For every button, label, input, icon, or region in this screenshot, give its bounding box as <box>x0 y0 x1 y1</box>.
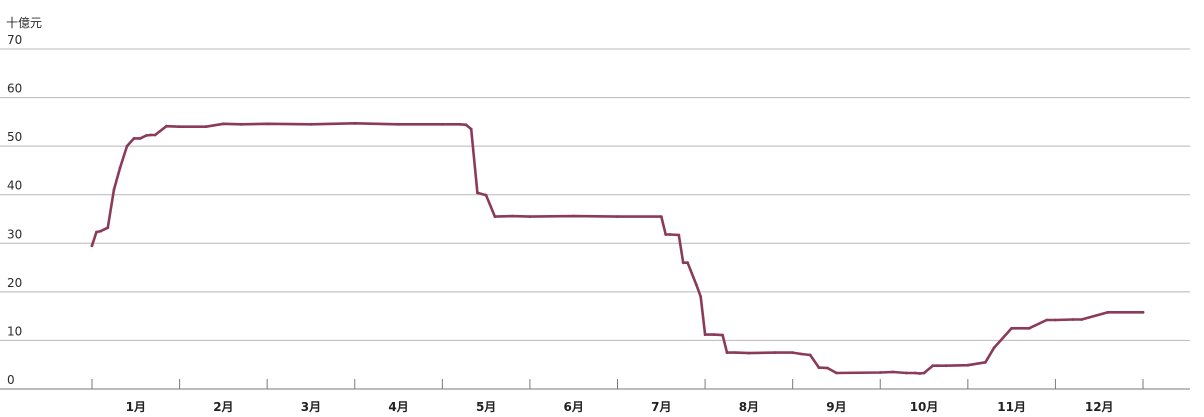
x-tick-label: 3月 <box>301 400 321 414</box>
x-tick-label: 4月 <box>388 400 408 414</box>
data-point <box>966 363 970 367</box>
data-point <box>931 364 935 368</box>
data-point <box>125 144 129 148</box>
data-point <box>144 134 148 137</box>
data-point <box>464 123 468 127</box>
data-point <box>913 371 917 375</box>
x-tick-label: 6月 <box>564 400 584 414</box>
data-point <box>153 133 157 137</box>
data-point <box>664 233 668 236</box>
data-point <box>353 121 357 125</box>
data-point <box>239 122 243 126</box>
data-point <box>90 244 94 248</box>
y-tick-label: 30 <box>7 227 22 241</box>
data-point <box>1010 326 1013 330</box>
data-point <box>484 193 488 197</box>
data-point <box>99 229 103 233</box>
data-point <box>721 333 724 337</box>
x-axis: 1月 2月 3月 4月 5月 6月 7月 8月 9月 10月 11月 12月 <box>91 379 1144 414</box>
data-point <box>138 137 142 140</box>
y-tick-label: 0 <box>7 373 15 387</box>
data-point <box>469 127 473 131</box>
data-point <box>112 188 116 192</box>
data-point <box>397 122 400 126</box>
x-tick-label: 8月 <box>739 400 759 414</box>
y-tick-label: 40 <box>7 179 22 193</box>
y-tick-label: 20 <box>7 276 22 290</box>
data-point <box>178 125 182 129</box>
x-tick-label: 12月 <box>1085 400 1114 414</box>
data-point <box>747 351 751 355</box>
data-point <box>95 230 98 234</box>
data-point <box>668 233 672 236</box>
data-point <box>800 352 803 356</box>
data-point <box>265 122 269 126</box>
y-tick-label: 70 <box>7 33 22 47</box>
x-tick-label: 11月 <box>997 400 1026 414</box>
data-point <box>222 122 225 126</box>
data-point <box>992 346 996 350</box>
data-point <box>1071 318 1075 321</box>
data-point <box>118 166 122 170</box>
data-point <box>1141 310 1145 314</box>
x-tick-label: 7月 <box>651 400 671 414</box>
x-tick-label: 9月 <box>826 400 846 414</box>
data-point <box>892 370 895 374</box>
data-point <box>905 371 908 375</box>
data-point <box>132 137 136 140</box>
data-point <box>935 364 939 368</box>
data-point <box>808 353 812 357</box>
data-point <box>106 226 110 230</box>
data-point <box>918 372 922 375</box>
data-point <box>791 351 795 354</box>
y-tick-label: 10 <box>7 324 22 338</box>
data-point <box>734 351 738 354</box>
data-point <box>677 233 681 237</box>
x-tick-label: 2月 <box>213 400 233 414</box>
data-point <box>878 371 882 374</box>
unit-label: 十億元 <box>6 16 42 30</box>
data-point <box>703 333 707 336</box>
data-point <box>204 125 208 129</box>
data-point <box>476 191 479 195</box>
data-point <box>984 360 987 364</box>
data-point <box>773 351 777 354</box>
data-point <box>572 214 576 218</box>
data-point <box>1106 310 1110 314</box>
data-point <box>835 371 838 375</box>
data-point <box>712 333 716 336</box>
data-point <box>511 214 514 218</box>
y-tick-label: 60 <box>7 82 22 96</box>
data-point <box>686 261 689 265</box>
data-point <box>165 124 168 128</box>
x-tick-label: 1月 <box>126 400 146 414</box>
data-point <box>493 215 497 219</box>
data-point <box>694 283 698 286</box>
data-point <box>922 371 926 375</box>
data-point <box>309 122 313 126</box>
x-tick-label: 10月 <box>910 400 939 414</box>
data-point <box>659 215 663 219</box>
data-point <box>458 122 462 126</box>
data-point <box>944 364 948 368</box>
data-point <box>528 215 532 219</box>
data-point <box>1054 318 1057 322</box>
y-tick-label: 50 <box>7 130 22 144</box>
data-point <box>1045 318 1049 322</box>
data-point <box>1027 326 1031 330</box>
x-tick-label: 5月 <box>476 400 496 414</box>
data-point <box>440 122 444 126</box>
series-line <box>90 122 1145 375</box>
series-layer <box>90 121 1145 375</box>
data-point <box>817 366 821 369</box>
data-point <box>616 215 619 219</box>
data-point <box>149 133 153 137</box>
data-point <box>1080 318 1084 321</box>
y-axis-grid: 0 10 20 30 40 50 60 70 <box>0 33 1190 390</box>
data-point <box>725 351 729 354</box>
data-point <box>681 261 685 265</box>
data-point <box>699 295 703 299</box>
data-point <box>826 366 830 370</box>
